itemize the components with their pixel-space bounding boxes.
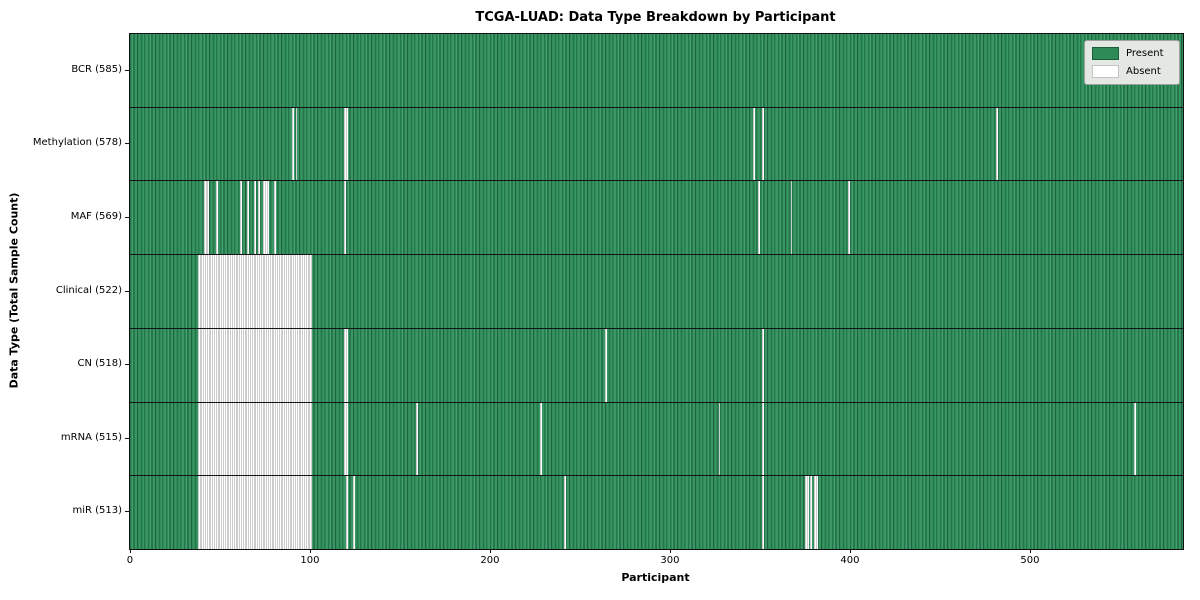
absent-stripe bbox=[995, 107, 998, 181]
absent-stripe bbox=[344, 107, 346, 181]
absent-stripe bbox=[346, 402, 348, 476]
absent-stripe bbox=[1134, 402, 1137, 476]
xtick-label-200: 200 bbox=[480, 555, 500, 566]
legend-absent-label: Absent bbox=[1126, 66, 1161, 77]
absent-stripe bbox=[346, 328, 348, 402]
absent-stripe bbox=[198, 476, 312, 550]
absent-stripe bbox=[344, 402, 346, 476]
absent-stripe bbox=[198, 255, 312, 328]
xtick-mark bbox=[129, 549, 131, 553]
absent-stripe bbox=[274, 181, 276, 255]
absent-stripe bbox=[247, 181, 249, 255]
row-miR bbox=[130, 475, 1183, 550]
x-axis-label: Participant bbox=[621, 571, 690, 584]
absent-stripe bbox=[605, 328, 607, 402]
ytick-mark bbox=[125, 216, 129, 218]
absent-stripe bbox=[257, 181, 260, 255]
absent-stripe bbox=[752, 107, 755, 181]
ytick-label-Methylation: Methylation (578) bbox=[32, 137, 122, 149]
legend-entry-absent: Absent bbox=[1092, 65, 1172, 78]
xtick-mark bbox=[489, 549, 491, 553]
row-Clinical bbox=[130, 254, 1183, 328]
ytick-mark bbox=[125, 69, 129, 71]
present-swatch-icon bbox=[1092, 47, 1119, 60]
absent-stripe bbox=[758, 181, 760, 255]
absent-stripe bbox=[265, 181, 267, 255]
legend: Present Absent bbox=[1084, 40, 1180, 85]
ytick-label-BCR: BCR (585) bbox=[71, 63, 122, 75]
xtick-label-400: 400 bbox=[840, 555, 860, 566]
absent-stripe bbox=[810, 476, 813, 550]
absent-stripe bbox=[761, 107, 764, 181]
absent-stripe bbox=[198, 328, 312, 402]
row-Methylation bbox=[130, 106, 1183, 181]
xtick-label-100: 100 bbox=[300, 555, 320, 566]
absent-swatch-icon bbox=[1092, 65, 1119, 78]
xtick-mark bbox=[669, 549, 671, 553]
xtick-mark bbox=[309, 549, 311, 553]
xtick-label-500: 500 bbox=[1020, 555, 1040, 566]
ytick-mark bbox=[125, 364, 129, 366]
absent-stripe bbox=[203, 181, 206, 255]
absent-stripe bbox=[805, 476, 807, 550]
absent-stripe bbox=[216, 181, 219, 255]
row-MAF bbox=[130, 180, 1183, 255]
legend-entry-present: Present bbox=[1092, 47, 1172, 60]
absent-stripe bbox=[346, 476, 348, 550]
ytick-label-CN: CN (518) bbox=[77, 358, 122, 370]
absent-stripe bbox=[205, 181, 208, 255]
absent-stripe bbox=[416, 402, 418, 476]
row-mRNA bbox=[130, 401, 1183, 476]
absent-stripe bbox=[815, 476, 818, 550]
ytick-mark bbox=[125, 143, 129, 145]
legend-present-label: Present bbox=[1126, 48, 1164, 59]
absent-stripe bbox=[346, 107, 348, 181]
plot-area bbox=[129, 33, 1184, 550]
absent-stripe bbox=[761, 402, 764, 476]
absent-stripe bbox=[814, 476, 816, 550]
absent-stripe bbox=[292, 107, 294, 181]
absent-stripe bbox=[761, 328, 764, 402]
row-CN bbox=[130, 327, 1183, 402]
absent-stripe bbox=[344, 181, 346, 255]
absent-stripe bbox=[806, 476, 809, 550]
ytick-label-Clinical: Clinical (522) bbox=[55, 284, 122, 296]
absent-stripe bbox=[254, 181, 256, 255]
ytick-mark bbox=[125, 511, 129, 513]
absent-stripe bbox=[790, 181, 793, 255]
absent-stripe bbox=[540, 402, 543, 476]
absent-stripe bbox=[207, 181, 210, 255]
absent-stripe bbox=[761, 476, 764, 550]
absent-stripe bbox=[848, 181, 850, 255]
xtick-mark bbox=[849, 549, 851, 553]
absent-stripe bbox=[266, 181, 269, 255]
xtick-label-0: 0 bbox=[126, 555, 134, 566]
ytick-mark bbox=[125, 290, 129, 292]
absent-stripe bbox=[198, 402, 312, 476]
absent-stripe bbox=[563, 476, 566, 550]
absent-stripe bbox=[344, 328, 346, 402]
ytick-label-mRNA: mRNA (515) bbox=[60, 431, 122, 443]
row-BCR bbox=[130, 34, 1183, 107]
ytick-label-MAF: MAF (569) bbox=[70, 210, 122, 222]
absent-stripe bbox=[239, 181, 242, 255]
ytick-label-miR: miR (513) bbox=[72, 505, 122, 517]
absent-stripe bbox=[295, 107, 298, 181]
xtick-mark bbox=[1029, 549, 1031, 553]
chart-title: TCGA-LUAD: Data Type Breakdown by Partic… bbox=[475, 10, 836, 25]
xtick-label-300: 300 bbox=[660, 555, 680, 566]
absent-stripe bbox=[718, 402, 721, 476]
absent-stripe bbox=[263, 181, 265, 255]
ytick-mark bbox=[125, 437, 129, 439]
absent-stripe bbox=[353, 476, 355, 550]
